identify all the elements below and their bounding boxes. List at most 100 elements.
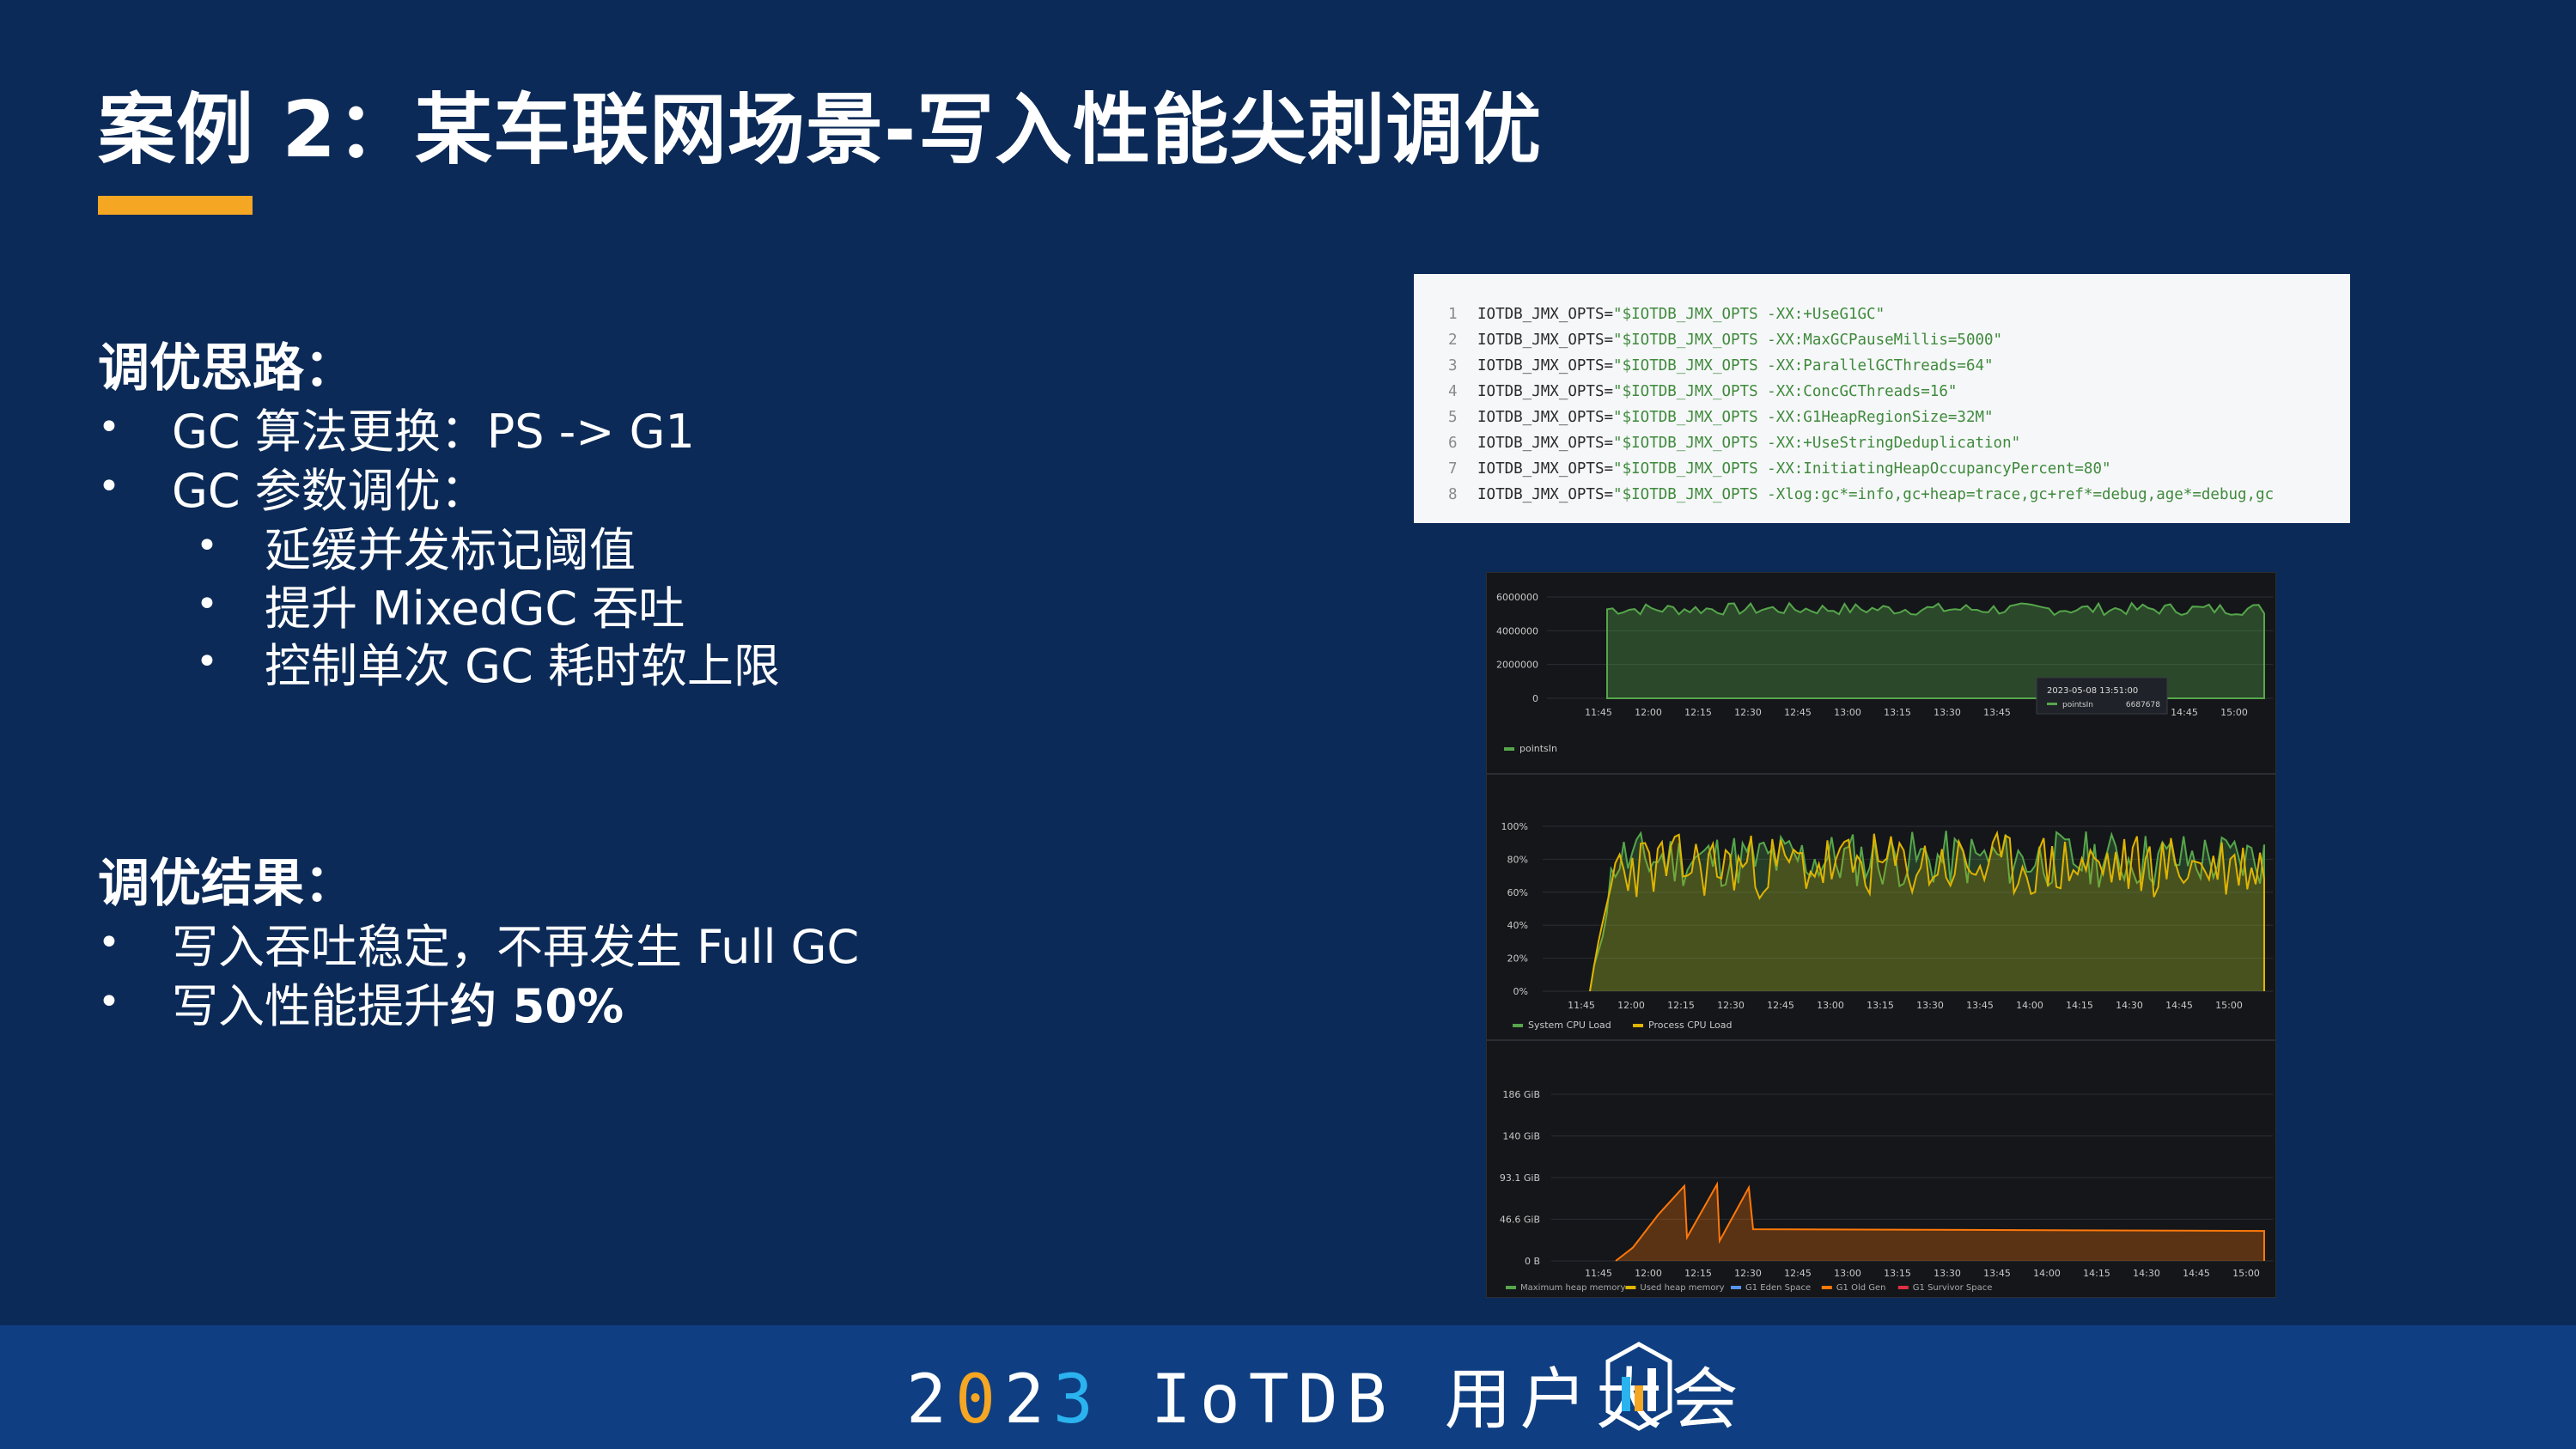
tick-label: 14:15: [2083, 1268, 2110, 1279]
code-line: 1 IOTDB_JMX_OPTS="$IOTDB_JMX_OPTS -XX:+Us…: [1448, 301, 2342, 327]
heap-memory-svg: 186 GiB 140 GiB 93.1 GiB 46.6 GiB 0 B 11:45 12…: [1500, 1089, 2273, 1293]
legend-system-cpu: System CPU Load: [1528, 1020, 1611, 1031]
tick-label: 12:30: [1717, 1000, 1745, 1011]
tick-label: 13:30: [1934, 707, 1961, 718]
tick-label: 14:30: [2133, 1268, 2160, 1279]
result-heading: 调优结果：: [98, 854, 356, 914]
code-string: "$IOTDB_JMX_OPTS -XX:InitiatingHeapOccup…: [1613, 460, 2111, 478]
legend-heap-item: Used heap memory: [1640, 1283, 1724, 1293]
legend-points-in: pointsIn: [1519, 743, 1557, 754]
old-gen-area: [1616, 1184, 2264, 1261]
tick-label: 13:00: [1834, 1268, 1861, 1279]
line-number: 4: [1448, 383, 1458, 400]
tick-label: 12:15: [1684, 707, 1712, 718]
tick-label: 140 GiB: [1502, 1131, 1540, 1142]
legend-swatch: [1897, 1286, 1909, 1289]
legend-heap-item: G1 Old Gen: [1836, 1283, 1886, 1293]
line-number: 3: [1448, 357, 1458, 374]
tick-label: 15:00: [2215, 1000, 2243, 1011]
tick-label: 12:45: [1767, 1000, 1794, 1011]
tick-label: 20%: [1507, 953, 1528, 965]
tick-label: 46.6 GiB: [1500, 1215, 1540, 1226]
code-string: "$IOTDB_JMX_OPTS -XX:G1HeapRegionSize=32…: [1613, 409, 1994, 426]
tick-label: 60%: [1507, 887, 1528, 898]
process-cpu-series: [1589, 830, 2265, 992]
tick-label: 13:00: [1817, 1000, 1844, 1011]
legend-swatch: [1504, 747, 1514, 751]
tick-label: 12:45: [1784, 1268, 1812, 1279]
code-variable: IOTDB_JMX_OPTS=: [1477, 486, 1614, 503]
code-line: 7 IOTDB_JMX_OPTS="$IOTDB_JMX_OPTS -XX:Ini…: [1448, 456, 2342, 482]
line-number: 1: [1448, 306, 1458, 323]
bullet-dot: •: [98, 405, 120, 449]
cpu-load-svg: 100% 80% 60% 40% 20% 0% 11:45 12:00 12:15 12:30 12…: [1501, 821, 2273, 1031]
code-string: "$IOTDB_JMX_OPTS -Xlog:gc*=info,gc+heap=…: [1613, 486, 2275, 503]
tick-label: 12:15: [1684, 1268, 1712, 1279]
tick-label: 11:45: [1585, 1268, 1612, 1279]
tooltip-box: [2036, 677, 2168, 715]
slide-title: 案例 2：某车联网场景-写入性能尖刺调优: [98, 85, 1543, 175]
footer-banner: 2023 IoTDB 用户大会: [0, 1325, 2576, 1449]
code-line: 6 IOTDB_JMX_OPTS="$IOTDB_JMX_OPTS -XX:+Us…: [1448, 430, 2342, 456]
points-in-svg: 6000000 4000000 2000000 0 11:45 12:00 12:15 12:…: [1496, 592, 2273, 754]
tick-label: 12:00: [1635, 1268, 1662, 1279]
iotdb-logo-icon: [1605, 1342, 1672, 1431]
legend-heap-item: G1 Survivor Space: [1913, 1283, 1993, 1293]
code-line: 5 IOTDB_JMX_OPTS="$IOTDB_JMX_OPTS -XX:G1H…: [1448, 405, 2342, 430]
legend-heap-item: G1 Eden Space: [1745, 1283, 1811, 1293]
code-string: "$IOTDB_JMX_OPTS -XX:ConcGCThreads=16": [1613, 383, 1958, 400]
result-item-2: • 写入性能提升约 50%: [98, 979, 624, 1033]
line-number: 7: [1448, 460, 1458, 478]
legend-swatch: [1625, 1286, 1636, 1289]
tick-label: 0%: [1513, 986, 1528, 997]
points-in-chart: 6000000 4000000 2000000 0 11:45 12:00 12:15 12:…: [1486, 572, 2276, 774]
tick-label: 13:15: [1867, 1000, 1894, 1011]
tick-label: 13:30: [1916, 1000, 1944, 1011]
legend-heap-item: Maximum heap memory: [1520, 1283, 1625, 1293]
tick-label: 11:45: [1585, 707, 1612, 718]
bullet-dot: •: [98, 465, 120, 508]
approach-subitem-1: • 延缓并发标记阈值: [196, 523, 636, 577]
approach-subitem-2: • 提升 MixedGC 吞吐: [196, 581, 685, 636]
tick-label: 14:15: [2066, 1000, 2093, 1011]
tooltip-time: 2023-05-08 13:51:00: [2047, 686, 2138, 696]
system-cpu-series: [1589, 831, 2265, 992]
tick-label: 186 GiB: [1502, 1089, 1540, 1100]
line-number: 5: [1448, 409, 1458, 426]
tick-label: 6000000: [1496, 592, 1538, 603]
code-variable: IOTDB_JMX_OPTS=: [1477, 460, 1614, 478]
legend-swatch: [1633, 1024, 1643, 1027]
legend-swatch: [1731, 1286, 1741, 1289]
tick-label: 12:00: [1635, 707, 1662, 718]
bullet-dot: •: [98, 980, 120, 1024]
title-underline: [98, 196, 253, 215]
tick-label: 100%: [1501, 821, 1528, 832]
line-number: 8: [1448, 486, 1458, 503]
approach-heading: 调优思路：: [98, 338, 356, 399]
line-number: 6: [1448, 435, 1458, 452]
cpu-load-chart: 100% 80% 60% 40% 20% 0% 11:45 12:00 12:15 12:30 12…: [1486, 774, 2276, 1040]
legend-process-cpu: Process CPU Load: [1648, 1020, 1732, 1031]
tick-label: 13:15: [1884, 1268, 1911, 1279]
code-variable: IOTDB_JMX_OPTS=: [1477, 306, 1614, 323]
tick-label: 80%: [1507, 854, 1528, 865]
code-string: "$IOTDB_JMX_OPTS -XX:+UseG1GC": [1613, 306, 1885, 323]
approach-item-1: • GC 算法更换：PS -> G1: [98, 405, 695, 459]
tick-label: 13:30: [1934, 1268, 1961, 1279]
tick-label: 13:45: [1966, 1000, 1994, 1011]
tick-label: 93.1 GiB: [1500, 1172, 1540, 1184]
code-variable: IOTDB_JMX_OPTS=: [1477, 409, 1614, 426]
tick-label: 4000000: [1496, 625, 1538, 636]
code-variable: IOTDB_JMX_OPTS=: [1477, 435, 1614, 452]
line-number: 2: [1448, 332, 1458, 349]
code-variable: IOTDB_JMX_OPTS=: [1477, 383, 1614, 400]
tick-label: 2000000: [1496, 660, 1538, 671]
points-in-series: [1606, 601, 2265, 699]
tick-label: 13:00: [1834, 707, 1861, 718]
tick-label: 14:00: [2016, 1000, 2043, 1011]
legend-swatch: [1513, 1024, 1523, 1027]
tick-label: 12:30: [1734, 1268, 1762, 1279]
legend-swatch: [1506, 1286, 1516, 1289]
jvm-options-code: 1 IOTDB_JMX_OPTS="$IOTDB_JMX_OPTS -XX:+Us…: [1414, 274, 2350, 523]
code-string: "$IOTDB_JMX_OPTS -XX:ParallelGCThreads=6…: [1613, 357, 1994, 374]
